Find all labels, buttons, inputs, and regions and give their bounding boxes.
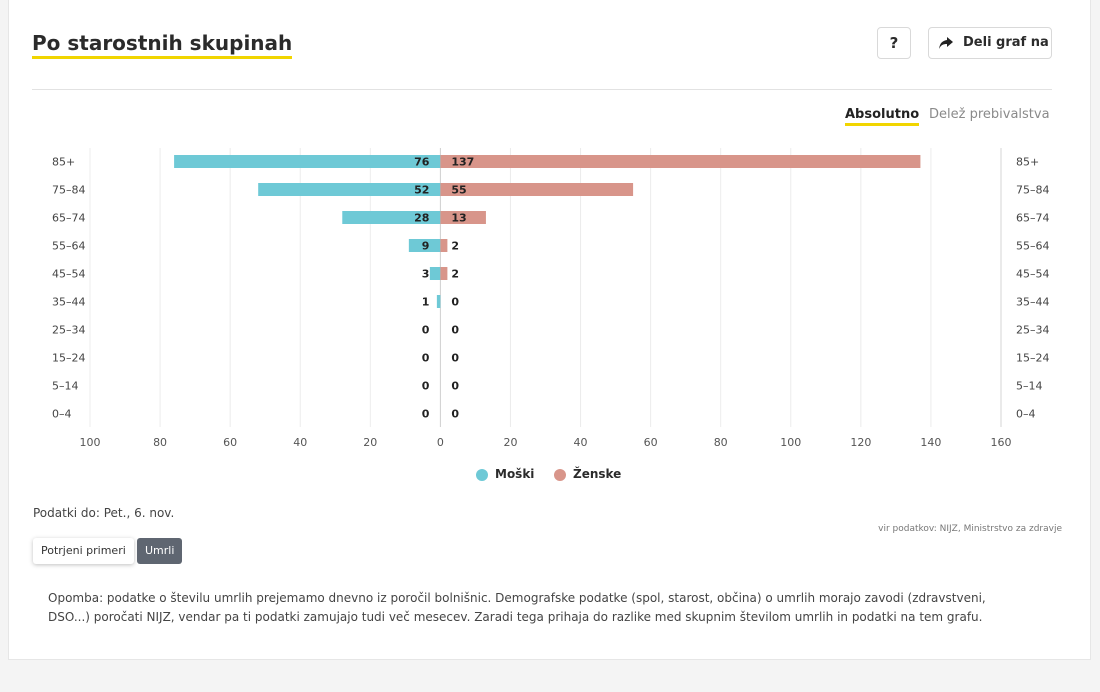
- y-tick-label-left: 85+: [52, 156, 75, 169]
- toggle-population-share[interactable]: Delež prebivalstva: [929, 107, 1050, 122]
- legend-female-dot: [554, 469, 566, 481]
- y-tick-label-right: 85+: [1016, 156, 1039, 169]
- bar-female: [440, 211, 486, 224]
- data-label-male: 0: [422, 380, 430, 393]
- y-tick-label-right: 55–64: [1016, 240, 1050, 253]
- data-label-female: 13: [451, 212, 466, 225]
- data-label-female: 0: [451, 408, 459, 421]
- y-tick-label-right: 15–24: [1016, 352, 1050, 365]
- data-label-male: 0: [422, 324, 430, 337]
- legend-female-label: Ženske: [573, 467, 622, 481]
- x-tick-label: 100: [80, 436, 101, 449]
- y-tick-label-left: 55–64: [52, 240, 86, 253]
- data-label-female: 137: [451, 156, 474, 169]
- data-label-male: 3: [422, 268, 430, 281]
- confirmed-cases-button[interactable]: Potrjeni primeri: [33, 538, 134, 564]
- data-label-male: 0: [422, 352, 430, 365]
- y-tick-label-left: 0–4: [52, 408, 72, 421]
- bar-female: [440, 183, 634, 196]
- x-tick-label: 0: [437, 436, 444, 449]
- x-tick-label: 80: [714, 436, 728, 449]
- data-label-male: 0: [422, 408, 430, 421]
- share-arrow-icon: [939, 37, 953, 49]
- help-button[interactable]: ?: [877, 27, 911, 59]
- y-tick-label-right: 0–4: [1016, 408, 1036, 421]
- data-source: vir podatkov: NIJZ, Ministrstvo za zdrav…: [878, 524, 1062, 534]
- data-label-female: 0: [451, 352, 459, 365]
- data-label-female: 0: [451, 380, 459, 393]
- y-tick-label-right: 35–44: [1016, 296, 1050, 309]
- deaths-button[interactable]: Umrli: [137, 538, 183, 564]
- data-label-female: 55: [451, 184, 466, 197]
- data-label-female: 0: [451, 296, 459, 309]
- bar-female: [440, 267, 448, 280]
- share-button-label: Deli graf na: [963, 35, 1049, 50]
- y-tick-label-left: 5–14: [52, 380, 79, 393]
- data-label-female: 0: [451, 324, 459, 337]
- x-tick-label: 20: [503, 436, 517, 449]
- bar-male: [436, 295, 441, 308]
- x-tick-label: 80: [153, 436, 167, 449]
- data-until-text: Podatki do: Pet., 6. nov.: [33, 506, 175, 520]
- legend-male-dot: [476, 469, 488, 481]
- y-tick-label-left: 75–84: [52, 184, 86, 197]
- data-label-male: 52: [414, 184, 429, 197]
- y-tick-label-right: 25–34: [1016, 324, 1050, 337]
- bar-female: [440, 239, 448, 252]
- chart-card: [8, 0, 1091, 660]
- legend-male-label: Moški: [495, 467, 535, 481]
- y-tick-label-right: 5–14: [1016, 380, 1043, 393]
- x-tick-label: 120: [850, 436, 871, 449]
- data-label-female: 2: [451, 240, 459, 253]
- y-tick-label-right: 75–84: [1016, 184, 1050, 197]
- y-tick-label-left: 15–24: [52, 352, 86, 365]
- x-tick-label: 100: [780, 436, 801, 449]
- x-tick-label: 40: [293, 436, 307, 449]
- x-tick-label: 60: [644, 436, 658, 449]
- footnote: Opomba: podatke o številu umrlih prejema…: [48, 591, 986, 624]
- x-tick-label: 40: [574, 436, 588, 449]
- divider: [32, 89, 1052, 90]
- data-label-male: 28: [414, 212, 429, 225]
- data-label-male: 1: [422, 296, 430, 309]
- bar-male: [342, 211, 441, 224]
- bar-male: [174, 155, 441, 168]
- x-tick-label: 160: [991, 436, 1012, 449]
- bar-male: [408, 239, 441, 252]
- bar-male: [429, 267, 441, 280]
- share-button[interactable]: Deli graf na: [928, 27, 1052, 59]
- x-tick-label: 60: [223, 436, 237, 449]
- bar-female: [440, 155, 921, 168]
- data-label-male: 76: [414, 156, 430, 169]
- toggle-absolute[interactable]: Absolutno: [845, 106, 920, 126]
- bar-male: [258, 183, 441, 196]
- y-tick-label-left: 45–54: [52, 268, 86, 281]
- y-tick-label-left: 25–34: [52, 324, 86, 337]
- y-tick-label-left: 65–74: [52, 212, 86, 225]
- x-tick-label: 140: [920, 436, 941, 449]
- data-label-male: 9: [422, 240, 430, 253]
- data-label-female: 2: [451, 268, 459, 281]
- y-tick-label-right: 65–74: [1016, 212, 1050, 225]
- x-tick-label: 20: [363, 436, 377, 449]
- y-tick-label-left: 35–44: [52, 296, 86, 309]
- y-tick-label-right: 45–54: [1016, 268, 1050, 281]
- page-title: Po starostnih skupinah: [32, 30, 293, 59]
